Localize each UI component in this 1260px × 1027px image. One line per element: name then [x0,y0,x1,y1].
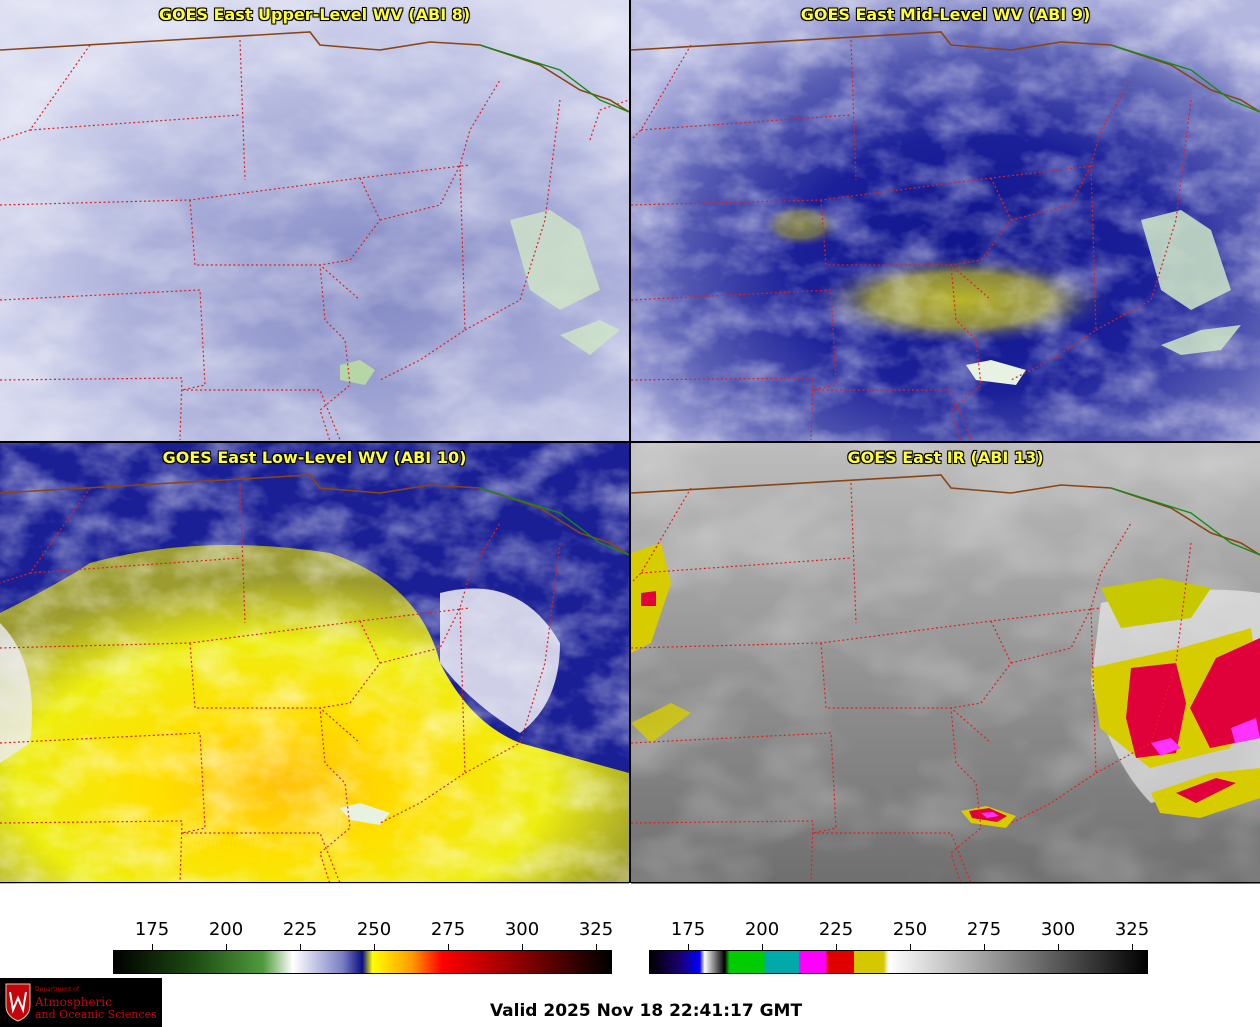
panel-upper-wv: GOES East Upper-Level WV (ABI 8) [0,0,629,441]
wv-tick-mark [522,944,523,950]
ir-tick-mark [984,944,985,950]
panel-title: GOES East Low-Level WV (ABI 10) [162,448,467,467]
wv-tick-mark [374,944,375,950]
ir-tick-label: 175 [670,919,706,940]
logo-line2: and Oceanic Sciences [35,1008,157,1021]
ir-tick-mark [1132,944,1133,950]
low-wv-image [0,443,629,884]
ir-tick-label: 275 [966,919,1002,940]
wv-tick-label: 250 [356,919,392,940]
ir-image [631,443,1260,884]
wv-tick-label: 300 [504,919,540,940]
logo-line1: Atmospheric [35,995,112,1009]
wv-tick-label: 225 [282,919,318,940]
wv-tick-mark [448,944,449,950]
panel-low-wv: GOES East Low-Level WV (ABI 10) [0,443,629,884]
ir-colorbar [649,950,1148,974]
ir-tick-mark [910,944,911,950]
wv-tick-mark [300,944,301,950]
ir-tick-label: 200 [744,919,780,940]
ir-tick-mark [688,944,689,950]
wv-tick-mark [226,944,227,950]
ir-tick-mark [836,944,837,950]
panel-mid-wv: GOES East Mid-Level WV (ABI 9) [631,0,1260,441]
wv-tick-label: 275 [430,919,466,940]
uw-crest-icon [5,983,31,1022]
panel-divider-horizontal [0,441,1260,443]
wv-tick-label: 325 [578,919,614,940]
panel-border-bottom [0,882,1260,883]
ir-tick-label: 225 [818,919,854,940]
ir-tick-mark [1058,944,1059,950]
valid-time: Valid 2025 Nov 18 22:41:17 GMT [489,1001,803,1021]
logo-dept: Department of [35,986,79,993]
panel-title: GOES East Mid-Level WV (ABI 9) [800,5,1091,24]
panel-title: GOES East Upper-Level WV (ABI 8) [158,5,471,24]
wv-tick-mark [596,944,597,950]
ir-tick-label: 325 [1114,919,1150,940]
panel-title: GOES East IR (ABI 13) [847,448,1044,467]
ir-tick-label: 300 [1040,919,1076,940]
wv-colorbar [113,950,612,974]
mid-wv-image [631,0,1260,441]
wv-tick-mark [152,944,153,950]
panel-ir: GOES East IR (ABI 13) [631,443,1260,884]
upper-wv-image [0,0,629,441]
aos-logo[interactable]: Department of Atmospheric and Oceanic Sc… [0,978,162,1027]
wv-tick-label: 175 [134,919,170,940]
ir-tick-label: 250 [892,919,928,940]
ir-tick-mark [762,944,763,950]
wv-tick-label: 200 [208,919,244,940]
